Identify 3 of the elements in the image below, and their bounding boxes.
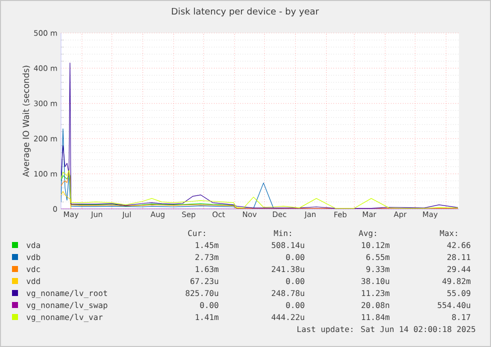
line-series <box>61 191 72 209</box>
chart-title: Disk latency per device - by year <box>172 8 319 16</box>
y-axis-title: Average IO Wait (seconds) <box>22 66 31 177</box>
